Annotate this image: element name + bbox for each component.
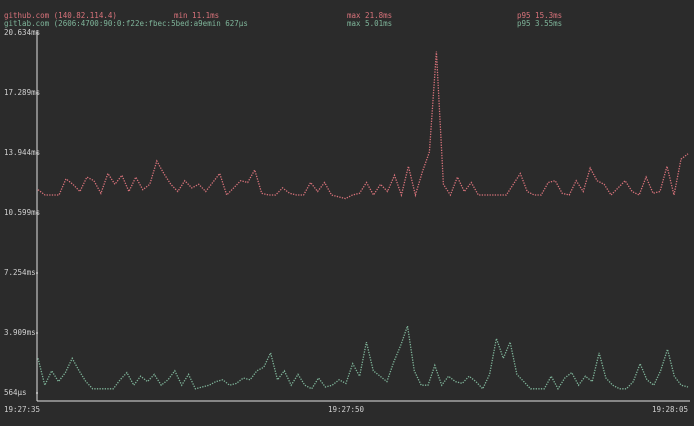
x-tick-label: 19:27:50 bbox=[328, 405, 365, 414]
x-tick-label: 19:27:35 bbox=[4, 405, 40, 414]
y-tick-label: 17.289ms bbox=[4, 88, 40, 97]
y-tick-label: 7.254ms bbox=[4, 268, 36, 277]
y-tick-label: 20.634ms bbox=[4, 28, 40, 37]
latency-line bbox=[37, 51, 689, 200]
host-stat: p95 15.3ms bbox=[517, 11, 562, 20]
y-tick-label: 3.909ms bbox=[4, 328, 36, 337]
y-tick-label: 564µs bbox=[4, 388, 27, 397]
y-tick-label: 13.944ms bbox=[4, 148, 40, 157]
host-stat: max 5.01ms bbox=[347, 19, 392, 28]
host-stat: p95 3.55ms bbox=[517, 19, 562, 28]
y-tick-label: 10.599ms bbox=[4, 208, 40, 217]
x-tick-label: 19:28:05 bbox=[652, 405, 688, 414]
latency-line bbox=[37, 325, 689, 391]
host-stat: min 11.1ms bbox=[174, 11, 219, 20]
host-name: gitlab.com (2606:4700:90:0:f22e:fbec:5be… bbox=[4, 19, 208, 28]
host-stat: max 21.8ms bbox=[347, 11, 392, 20]
host-name: github.com (140.82.114.4) bbox=[4, 11, 117, 20]
host-stat: min 627µs bbox=[207, 19, 248, 28]
